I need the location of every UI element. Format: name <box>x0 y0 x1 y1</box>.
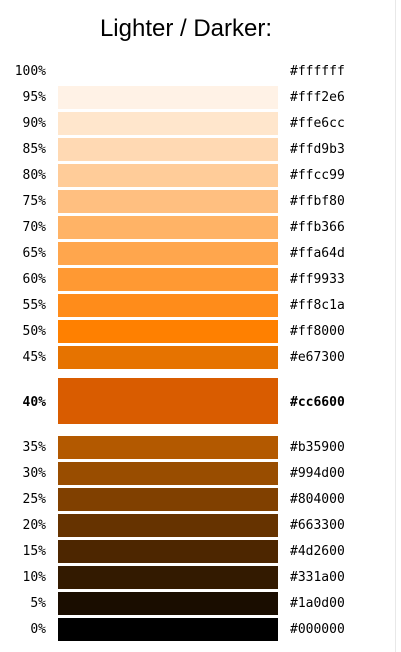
shade-swatch[interactable] <box>58 488 278 511</box>
page-edge-divider <box>395 0 396 652</box>
shade-swatch[interactable] <box>58 164 278 187</box>
shade-hex-label: #ffe6cc <box>290 115 345 131</box>
shade-hex-label: #ffffff <box>290 63 345 79</box>
shade-percent-label: 35% <box>22 439 46 455</box>
shade-percent-label: 15% <box>22 543 46 559</box>
shade-row[interactable]: 55% #ff8c1a <box>0 292 395 318</box>
shade-row[interactable]: 75% #ffbf80 <box>0 188 395 214</box>
shade-swatch[interactable] <box>58 566 278 589</box>
shade-row[interactable]: 30% #994d00 <box>0 460 395 486</box>
shade-hex-label: #e67300 <box>290 349 345 365</box>
shade-row[interactable]: 0% #000000 <box>0 616 395 642</box>
shade-row[interactable]: 10% #331a00 <box>0 564 395 590</box>
shade-percent-label: 75% <box>22 193 46 209</box>
shade-hex-label: #994d00 <box>290 465 345 481</box>
shade-row[interactable]: 100% #ffffff <box>0 58 395 84</box>
shade-percent-label: 10% <box>22 569 46 585</box>
shade-swatch[interactable] <box>58 60 278 83</box>
shade-swatch[interactable] <box>58 540 278 563</box>
shade-swatch[interactable] <box>58 242 278 265</box>
shade-percent-label: 50% <box>22 323 46 339</box>
shade-row[interactable]: 65% #ffa64d <box>0 240 395 266</box>
shade-swatch[interactable] <box>58 462 278 485</box>
shade-percent-label: 40% <box>22 394 46 410</box>
shade-row[interactable]: 5% #1a0d00 <box>0 590 395 616</box>
shade-percent-label: 55% <box>22 297 46 313</box>
shade-percent-label: 25% <box>22 491 46 507</box>
shade-swatch[interactable] <box>58 514 278 537</box>
shade-swatch[interactable] <box>58 346 278 369</box>
shade-hex-label: #331a00 <box>290 569 345 585</box>
shade-hex-label: #ffbf80 <box>290 193 345 209</box>
shade-percent-label: 70% <box>22 219 46 235</box>
shade-swatch[interactable] <box>58 86 278 109</box>
shade-row[interactable]: 35% #b35900 <box>0 434 395 460</box>
shade-hex-label: #663300 <box>290 517 345 533</box>
shade-hex-label: #ffd9b3 <box>290 141 345 157</box>
shade-percent-label: 100% <box>14 63 46 79</box>
shade-percent-label: 0% <box>30 621 46 637</box>
shade-percent-label: 45% <box>22 349 46 365</box>
shade-percent-label: 85% <box>22 141 46 157</box>
shade-hex-label: #1a0d00 <box>290 595 345 611</box>
page-title: Lighter / Darker: <box>99 15 273 42</box>
shade-hex-label: #4d2600 <box>290 543 345 559</box>
shade-swatch[interactable] <box>58 592 278 615</box>
shade-hex-label: #ff9933 <box>290 271 345 287</box>
shade-row[interactable]: 70% #ffb366 <box>0 214 395 240</box>
shade-row[interactable]: 85% #ffd9b3 <box>0 136 395 162</box>
shade-row[interactable]: 45% #e67300 <box>0 344 395 370</box>
shade-swatch[interactable] <box>58 190 278 213</box>
shade-swatch[interactable] <box>58 320 278 343</box>
shade-row-selected[interactable]: 40% #cc6600 <box>0 376 395 428</box>
shade-row[interactable]: 25% #804000 <box>0 486 395 512</box>
shade-swatch[interactable] <box>58 138 278 161</box>
shade-percent-label: 20% <box>22 517 46 533</box>
shade-swatch[interactable] <box>58 112 278 135</box>
shade-swatch[interactable] <box>58 268 278 291</box>
shade-row[interactable]: 50% #ff8000 <box>0 318 395 344</box>
shade-row[interactable]: 95% #fff2e6 <box>0 84 395 110</box>
shade-swatch[interactable] <box>58 378 278 424</box>
shade-row[interactable]: 90% #ffe6cc <box>0 110 395 136</box>
shade-hex-label: #ff8000 <box>290 323 345 339</box>
shade-percent-label: 60% <box>22 271 46 287</box>
shade-row[interactable]: 20% #663300 <box>0 512 395 538</box>
shade-swatch[interactable] <box>58 618 278 641</box>
shade-hex-label: #ff8c1a <box>290 297 345 313</box>
shade-hex-label: #fff2e6 <box>290 89 345 105</box>
shade-row[interactable]: 80% #ffcc99 <box>0 162 395 188</box>
shade-row[interactable]: 60% #ff9933 <box>0 266 395 292</box>
shade-hex-label: #ffa64d <box>290 245 345 261</box>
shade-swatch[interactable] <box>58 294 278 317</box>
shade-hex-label: #000000 <box>290 621 345 637</box>
shade-percent-label: 5% <box>30 595 46 611</box>
shade-percent-label: 30% <box>22 465 46 481</box>
shade-percent-label: 65% <box>22 245 46 261</box>
shade-percent-label: 95% <box>22 89 46 105</box>
shade-percent-label: 80% <box>22 167 46 183</box>
shade-row[interactable]: 15% #4d2600 <box>0 538 395 564</box>
shade-swatch[interactable] <box>58 216 278 239</box>
shade-hex-label: #b35900 <box>290 439 345 455</box>
shade-hex-label: #ffcc99 <box>290 167 345 183</box>
shade-hex-label: #804000 <box>290 491 345 507</box>
shade-hex-label: #ffb366 <box>290 219 345 235</box>
shade-hex-label: #cc6600 <box>290 394 345 410</box>
shade-swatch[interactable] <box>58 436 278 459</box>
shade-percent-label: 90% <box>22 115 46 131</box>
